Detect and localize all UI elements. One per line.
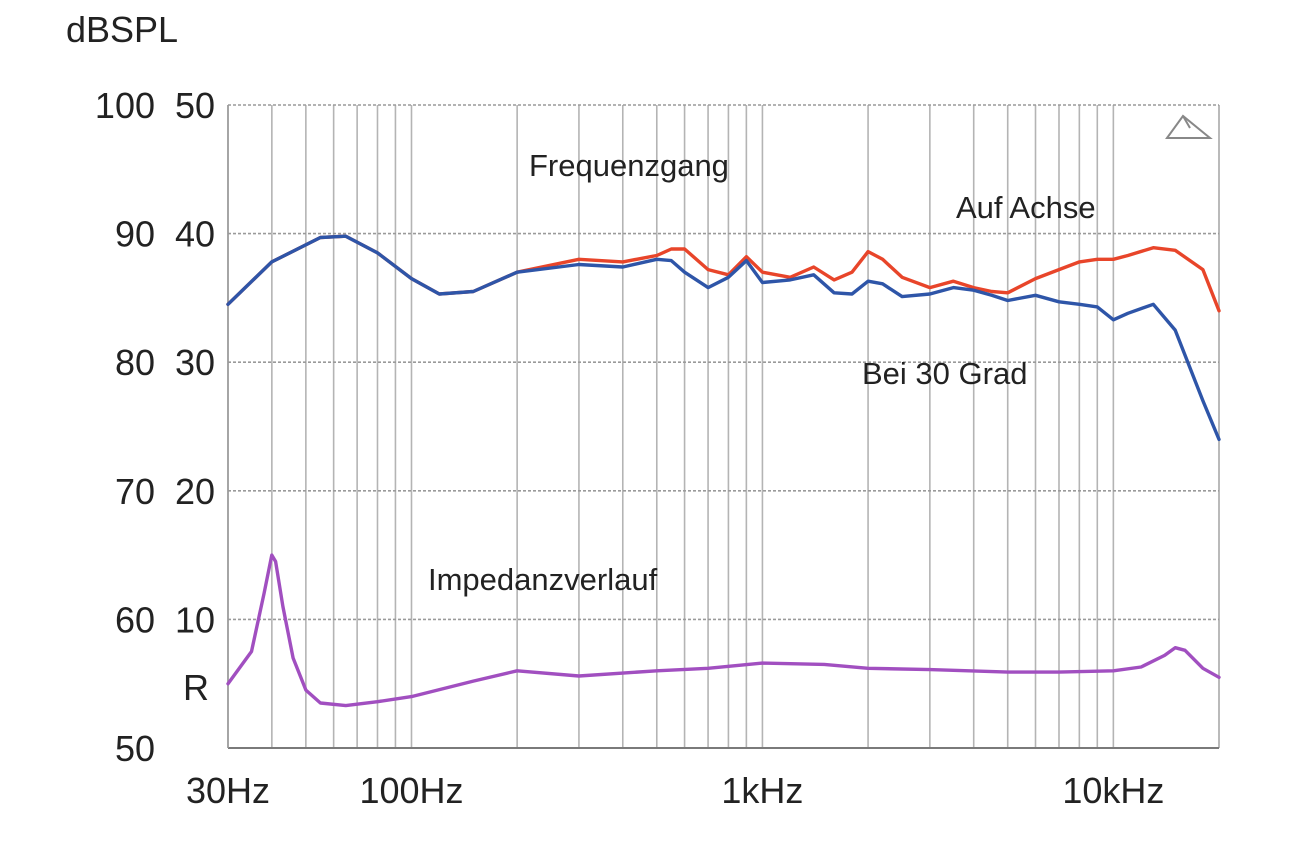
annotation-auf-achse: Auf Achse	[956, 190, 1096, 225]
y-tick-label-impedance: 30	[175, 342, 215, 383]
y-tick-label: 70	[115, 471, 155, 512]
x-tick-label: 30Hz	[186, 770, 270, 811]
series-lines	[226, 234, 1221, 708]
speaker-icon	[1165, 114, 1213, 139]
y-tick-label: 50	[115, 728, 155, 769]
grid	[227, 104, 1220, 749]
impedance-axis-label: R	[183, 667, 209, 708]
y-axis-label: dBSPL	[66, 9, 178, 50]
series-line-impedanz	[226, 553, 1221, 708]
y-tick-label-impedance: 10	[175, 599, 215, 640]
x-tick-label: 10kHz	[1062, 770, 1164, 811]
annotation-impedanz: Impedanzverlauf	[428, 562, 658, 597]
y-tick-label: 80	[115, 342, 155, 383]
annotation-frequenzgang: Frequenzgang	[529, 148, 729, 183]
tick-labels: 100 50 90 40 80 30 70 20 60 10 50 30Hz 100Hz 1kHz 10kH…	[95, 85, 1164, 811]
series-line-bei_30_grad	[226, 234, 1221, 442]
y-tick-label: 60	[115, 599, 155, 640]
y-tick-label-impedance: 40	[175, 214, 215, 255]
y-tick-label: 100	[95, 85, 155, 126]
y-tick-label-impedance: 20	[175, 471, 215, 512]
series-line-auf_achse	[226, 234, 1221, 313]
x-tick-label: 1kHz	[721, 770, 803, 811]
y-tick-label-impedance: 50	[175, 85, 215, 126]
y-tick-label: 90	[115, 214, 155, 255]
annotation-bei-30-grad: Bei 30 Grad	[862, 356, 1027, 391]
x-tick-label: 100Hz	[359, 770, 463, 811]
